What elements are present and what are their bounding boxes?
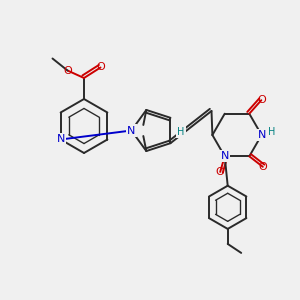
Text: N: N bbox=[220, 151, 229, 161]
Text: O: O bbox=[96, 62, 105, 73]
Text: N: N bbox=[56, 134, 65, 145]
Text: H: H bbox=[268, 127, 275, 137]
Text: O: O bbox=[216, 167, 225, 177]
Text: H: H bbox=[177, 127, 185, 137]
Text: O: O bbox=[63, 65, 72, 76]
Text: N: N bbox=[257, 130, 266, 140]
Text: O: O bbox=[257, 95, 266, 105]
Text: O: O bbox=[258, 162, 267, 172]
Text: N: N bbox=[127, 125, 136, 136]
